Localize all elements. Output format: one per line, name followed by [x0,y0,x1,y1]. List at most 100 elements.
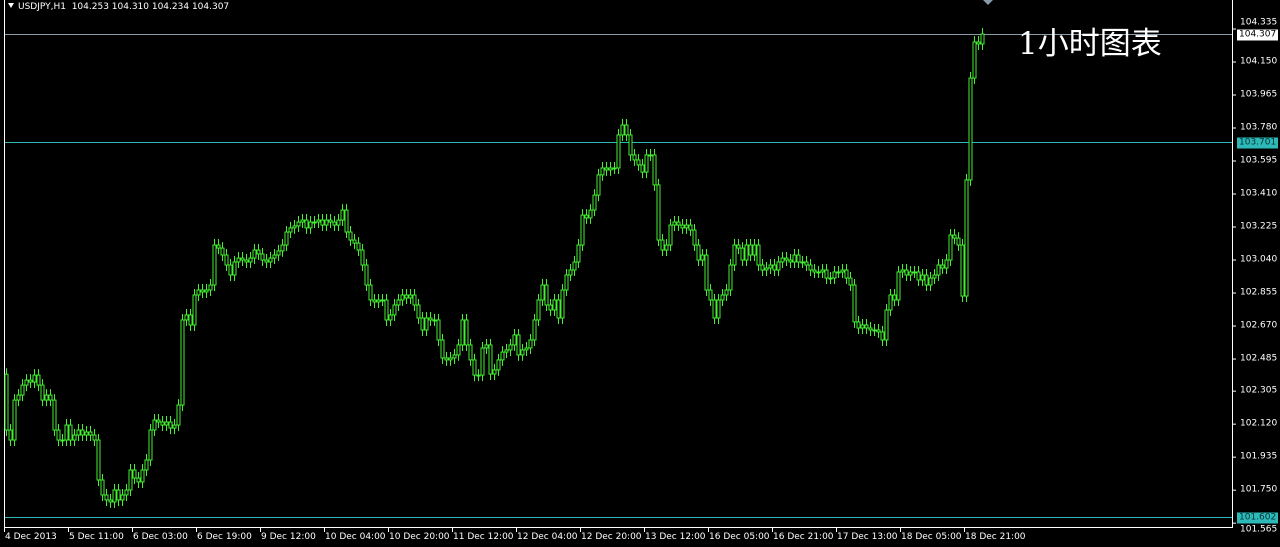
candle-body [172,424,177,429]
candle-body [144,459,149,471]
candle [80,424,85,442]
candle [136,472,141,488]
candle [552,293,557,316]
candle-body [188,314,193,326]
candle-body [300,219,305,223]
candle [284,226,289,252]
candle-body [856,321,861,329]
dropdown-triangle-icon[interactable] [8,3,14,8]
candle [884,303,889,346]
candle-body [312,221,317,224]
candle [416,298,421,325]
candle [556,293,561,325]
candle-body [496,359,501,371]
candle [560,283,565,325]
candle [336,214,341,232]
candle-body [684,224,689,229]
candle [500,346,505,366]
price-tick-label: 102.305 [1240,385,1278,396]
time-tick-label: 10 Dec 20:00 [389,532,450,542]
candle [664,239,669,257]
candle [180,313,185,412]
candle [276,244,281,262]
candle [944,254,949,275]
candle-body [912,271,917,274]
candle [392,298,397,321]
candle-body [196,289,201,296]
candle-body [784,257,789,261]
candle [264,254,269,268]
candle-body [660,239,665,251]
candle-body [368,284,373,301]
candle [84,426,89,442]
candle-body [60,439,65,442]
candle-body [840,269,845,273]
candle [760,259,765,277]
candle [772,259,777,277]
candle [756,239,761,272]
candle [652,148,657,191]
price-tick-label: 104.150 [1240,56,1278,67]
candle-body [440,339,445,359]
candle-body [516,334,521,356]
candle-body [828,277,833,280]
candle [816,265,821,278]
candle-body [808,264,813,271]
candle [524,341,529,356]
candle [184,308,189,326]
candle [236,252,241,268]
candle [196,283,201,301]
time-tick-label: 12 Dec 04:00 [517,532,578,542]
candle-body [428,317,433,321]
time-tick-label: 5 Dec 11:00 [69,532,124,542]
candle [412,288,417,311]
candle [860,318,865,334]
candle-body [816,271,821,274]
candle [68,419,73,447]
candle-body [416,304,421,319]
candle [220,242,225,262]
candle-body [932,274,937,279]
candle [188,308,193,331]
candle-body [712,299,717,319]
candle-body [360,249,365,266]
candle [808,259,813,277]
candle-body [232,261,237,276]
candle-body [296,221,301,227]
time-tick-label: 13 Dec 12:00 [645,532,706,542]
candle-body [336,219,341,226]
candle-body [964,179,969,297]
candle-body [448,357,453,361]
candle [868,321,873,336]
candle [396,293,401,311]
candle-body [944,259,949,269]
price-tag-bid: 104.307 [1237,29,1279,40]
candle-body [268,257,273,263]
candle [920,269,925,287]
candle-body [404,294,409,299]
candle [788,254,793,268]
candle-body [400,294,405,301]
candle [708,283,713,306]
candle-body [372,299,377,303]
candle-body [320,219,325,226]
candle [780,252,785,268]
candle-body [52,399,57,431]
candle [280,239,285,257]
candle-body [620,124,625,136]
candle [344,204,349,239]
candle [964,173,969,303]
candle-body [680,224,685,229]
candle-body [168,421,173,429]
time-tick-label: 17 Dec 13:00 [837,532,898,542]
candle-body [552,299,557,311]
candle-body [920,274,925,281]
candle-body [32,374,37,383]
candle [52,394,57,437]
time-tick-label: 16 Dec 05:00 [709,532,770,542]
candle-body [888,294,893,311]
candle-body [600,167,605,176]
candle [900,264,905,278]
candle-body [456,344,461,356]
